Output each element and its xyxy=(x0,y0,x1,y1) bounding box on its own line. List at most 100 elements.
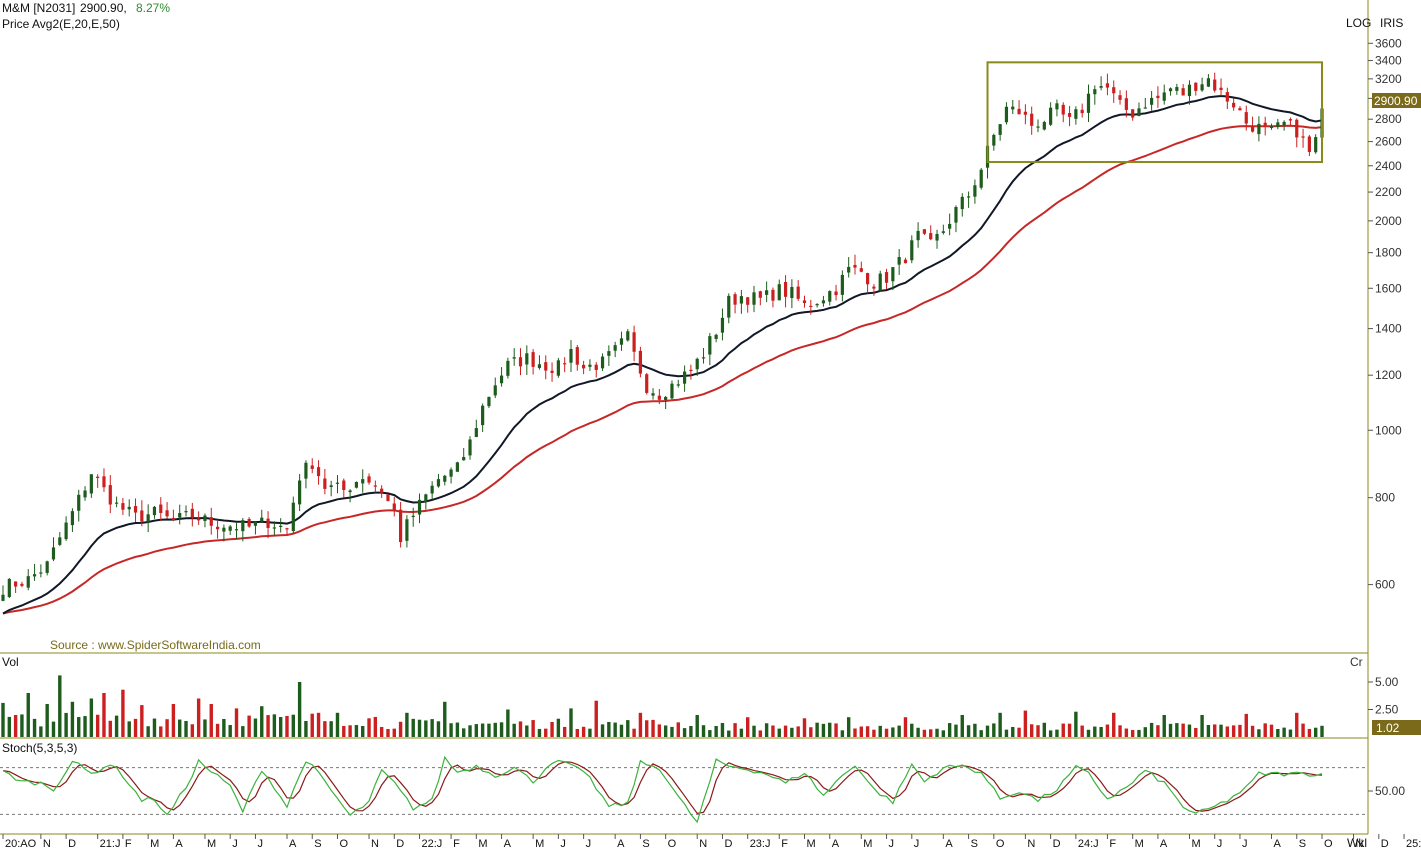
candle-body xyxy=(405,519,409,541)
candle-body xyxy=(1099,86,1103,88)
candle-body xyxy=(638,350,643,374)
candle-body xyxy=(1124,98,1128,110)
candle-body xyxy=(1314,137,1318,153)
volume-bar xyxy=(1200,715,1204,737)
volume-bar xyxy=(329,721,333,737)
price-tick-label: 2600 xyxy=(1375,135,1402,149)
candle-body xyxy=(1011,106,1015,110)
box-outline xyxy=(986,61,1323,164)
volume-bar xyxy=(878,725,882,737)
candle-body xyxy=(783,281,788,297)
volume-bar xyxy=(1017,727,1021,737)
volume-bar xyxy=(430,719,434,737)
candle-body xyxy=(32,574,37,577)
price-tick-label: 2200 xyxy=(1375,185,1402,199)
candle-body xyxy=(847,266,851,273)
candle-body xyxy=(1263,122,1267,126)
volume-bar xyxy=(821,723,826,737)
candle-body xyxy=(417,499,422,515)
time-tick-label: J xyxy=(586,838,592,850)
price-axis: 600 800 1000 1200 1400 1600 1800 2000 2200 2400 26… xyxy=(1368,36,1402,592)
volume-bar xyxy=(645,720,649,737)
candle-body xyxy=(1238,108,1242,111)
volume-bar xyxy=(411,718,415,737)
volume-bar xyxy=(323,721,327,737)
candle-body xyxy=(758,291,762,298)
candle-body xyxy=(506,360,510,376)
candle-body xyxy=(525,353,529,365)
candle-body xyxy=(127,506,131,510)
candle-body xyxy=(600,356,605,369)
time-tick-label: M xyxy=(863,838,872,850)
candle-body xyxy=(133,506,138,513)
candle-body xyxy=(234,529,239,531)
time-tick-label: 24:J xyxy=(1078,838,1099,850)
volume-bar xyxy=(581,726,586,737)
volume-bar xyxy=(443,701,447,737)
candle-body xyxy=(279,525,283,528)
candle-body xyxy=(1049,107,1053,125)
volume-bar xyxy=(209,704,213,737)
volume-bar xyxy=(291,714,296,737)
volume-bar xyxy=(550,722,554,737)
volume-bar xyxy=(1187,724,1192,737)
volume-bar xyxy=(95,714,100,737)
candle-body xyxy=(304,462,308,479)
log-label: LOG xyxy=(1346,16,1371,30)
volume-bar xyxy=(865,726,870,737)
volume-bar xyxy=(1219,724,1223,737)
volume-bar xyxy=(480,723,485,737)
time-tick-label: J xyxy=(560,838,566,850)
volume-bar xyxy=(884,728,889,737)
time-tick-label: N xyxy=(1356,838,1364,850)
time-tick-label: M xyxy=(535,838,544,850)
volume-bar xyxy=(910,723,914,737)
ema-50-path xyxy=(2,124,1323,615)
volume-bar xyxy=(335,712,340,737)
time-tick-label: A xyxy=(175,838,183,850)
candle-body xyxy=(897,257,901,265)
time-tick-label: D xyxy=(1053,838,1061,850)
volume-bar xyxy=(1313,727,1318,737)
volume-bar xyxy=(1194,727,1198,737)
volume-bar xyxy=(891,727,895,737)
volume-bar xyxy=(992,723,996,737)
candle-body xyxy=(664,396,668,401)
volume-bar xyxy=(758,730,763,737)
stochastic-axis: 50.00 xyxy=(1368,784,1405,798)
volume-bar xyxy=(1118,725,1122,737)
volume-bar xyxy=(367,718,371,737)
candle-body xyxy=(1150,97,1154,105)
volume-bar xyxy=(1130,730,1135,737)
candle-body xyxy=(626,331,630,341)
ema-20-line xyxy=(2,94,1323,615)
volume-bar xyxy=(424,720,428,737)
candle-body xyxy=(613,345,617,351)
candle-body xyxy=(765,290,769,295)
price-tick-label: 800 xyxy=(1375,491,1395,505)
price-tick-label: 3200 xyxy=(1375,72,1402,86)
candle-body xyxy=(77,494,81,511)
time-tick-label: N xyxy=(1027,838,1035,850)
volume-bar xyxy=(626,720,630,737)
candle-body xyxy=(45,561,49,573)
volume-bar xyxy=(1320,725,1324,737)
volume-tick-label: 5.00 xyxy=(1375,675,1399,689)
candle-body xyxy=(569,349,573,363)
candle-body xyxy=(708,336,712,355)
candle-body xyxy=(859,268,863,272)
volume-bar xyxy=(1175,723,1179,737)
candle-body xyxy=(468,439,472,456)
candle-body xyxy=(209,517,213,526)
volume-bar xyxy=(1029,724,1034,737)
candle-body xyxy=(474,428,478,438)
candle-body xyxy=(1244,112,1248,124)
volume-bar xyxy=(562,726,567,737)
volume-bar xyxy=(1263,723,1267,737)
volume-bar xyxy=(468,725,472,737)
candle-body xyxy=(973,185,977,197)
stoch-title: Stoch(5,3,5,3) xyxy=(2,741,77,755)
candle-body xyxy=(632,332,636,352)
volume-bar xyxy=(272,714,277,737)
candle-body xyxy=(1200,84,1204,91)
